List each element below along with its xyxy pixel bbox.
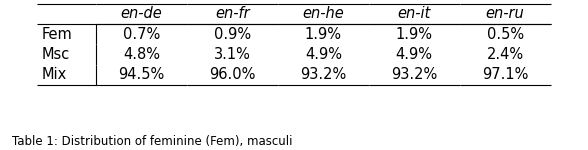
Text: Table 1: Distribution of feminine (Fem), masculi: Table 1: Distribution of feminine (Fem),… [12, 135, 292, 148]
